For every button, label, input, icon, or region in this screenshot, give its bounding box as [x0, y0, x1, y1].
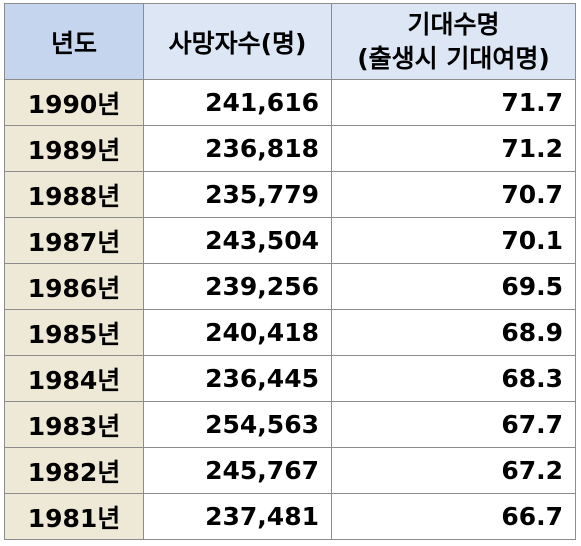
cell-deaths: 245,767 — [143, 447, 332, 494]
table-row: 1982년 245,767 67.2 — [4, 447, 576, 494]
header-life-line1: 기대수명 — [407, 9, 500, 39]
table-row: 1988년 235,779 70.7 — [4, 171, 576, 218]
cell-year: 1986년 — [4, 263, 144, 310]
cell-life: 67.7 — [331, 401, 576, 448]
table-row: 1990년 241,616 71.7 — [4, 79, 576, 126]
header-deaths: 사망자수(명) — [143, 3, 332, 80]
table-row: 1987년 243,504 70.1 — [4, 217, 576, 264]
table-container: 년도 사망자수(명) 기대수명 (출생시 기대여명) 1990년 241,616… — [4, 3, 576, 540]
cell-year: 1989년 — [4, 125, 144, 172]
cell-year: 1981년 — [4, 493, 144, 540]
cell-life: 70.1 — [331, 217, 576, 264]
cell-life: 67.2 — [331, 447, 576, 494]
cell-deaths: 236,818 — [143, 125, 332, 172]
cell-year: 1987년 — [4, 217, 144, 264]
table-row: 1981년 237,481 66.7 — [4, 493, 576, 540]
cell-year: 1990년 — [4, 79, 144, 126]
cell-deaths: 235,779 — [143, 171, 332, 218]
cell-deaths: 240,418 — [143, 309, 332, 356]
header-row: 년도 사망자수(명) 기대수명 (출생시 기대여명) — [4, 3, 576, 80]
table-row: 1986년 239,256 69.5 — [4, 263, 576, 310]
cell-life: 71.2 — [331, 125, 576, 172]
cell-life: 68.3 — [331, 355, 576, 402]
cell-deaths: 241,616 — [143, 79, 332, 126]
cell-deaths: 254,563 — [143, 401, 332, 448]
cell-deaths: 243,504 — [143, 217, 332, 264]
cell-year: 1984년 — [4, 355, 144, 402]
mortality-table: 년도 사망자수(명) 기대수명 (출생시 기대여명) 1990년 241,616… — [4, 3, 576, 540]
cell-deaths: 239,256 — [143, 263, 332, 310]
cell-life: 71.7 — [331, 79, 576, 126]
cell-life: 69.5 — [331, 263, 576, 310]
table-row: 1983년 254,563 67.7 — [4, 401, 576, 448]
cell-deaths: 237,481 — [143, 493, 332, 540]
cell-life: 70.7 — [331, 171, 576, 218]
table-row: 1984년 236,445 68.3 — [4, 355, 576, 402]
cell-year: 1985년 — [4, 309, 144, 356]
table-row: 1985년 240,418 68.9 — [4, 309, 576, 356]
cell-year: 1988년 — [4, 171, 144, 218]
header-life-expectancy: 기대수명 (출생시 기대여명) — [331, 3, 576, 80]
cell-life: 66.7 — [331, 493, 576, 540]
header-life-line2: (출생시 기대여명) — [357, 43, 550, 73]
cell-life: 68.9 — [331, 309, 576, 356]
cell-deaths: 236,445 — [143, 355, 332, 402]
table-row: 1989년 236,818 71.2 — [4, 125, 576, 172]
cell-year: 1982년 — [4, 447, 144, 494]
header-year: 년도 — [4, 3, 144, 80]
cell-year: 1983년 — [4, 401, 144, 448]
